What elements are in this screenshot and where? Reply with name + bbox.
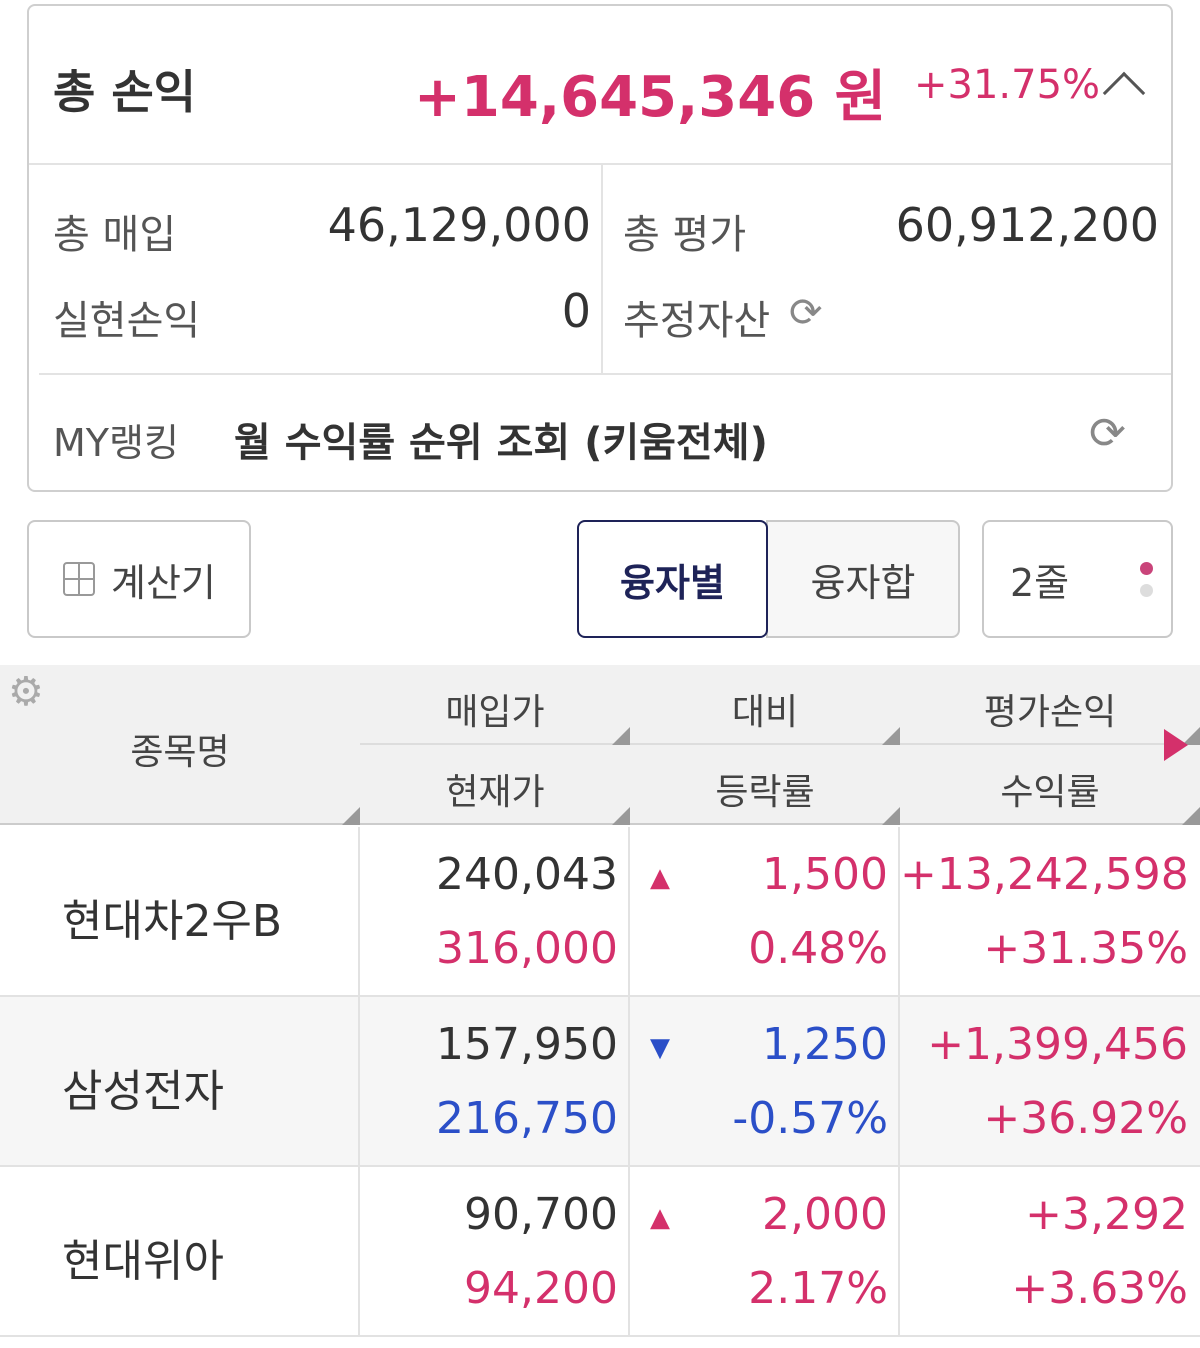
realized-pl-value: 0 (561, 284, 591, 338)
triangle-down-icon: ▼ (650, 1033, 670, 1063)
calculator-label: 계산기 (111, 560, 216, 605)
change: 1,250 (762, 1019, 888, 1070)
return-rate: +3.63% (1011, 1263, 1188, 1314)
eval-pl: +3,292 (1025, 1189, 1188, 1240)
total-eval-value: 60,912,200 (895, 198, 1159, 252)
total-buy-label: 총 매입 (53, 212, 177, 258)
stock-name[interactable]: 현대차2우B (62, 896, 283, 947)
current-price: 216,750 (436, 1093, 618, 1144)
ranking-link[interactable]: 월 수익률 순위 조회 (키움전체) (234, 420, 768, 466)
buy-price: 157,950 (436, 1019, 618, 1070)
table-row[interactable]: 현대위아 90,700 94,200 ▲ 2,000 2.17% +3,292 … (0, 1167, 1200, 1337)
header-return-rate[interactable]: 수익률 (1000, 772, 1100, 813)
calculator-icon (63, 562, 95, 596)
my-ranking-label: MY랭킹 (53, 421, 179, 465)
change-rate: -0.57% (732, 1093, 888, 1144)
current-price: 316,000 (436, 923, 618, 974)
eval-pl: +13,242,598 (900, 849, 1189, 900)
stock-name[interactable]: 현대위아 (62, 1236, 224, 1287)
chevron-up-icon[interactable] (1102, 71, 1146, 115)
stock-name[interactable]: 삼성전자 (62, 1066, 224, 1117)
table-row[interactable]: 삼성전자 157,950 216,750 ▼ 1,250 -0.57% +1,3… (0, 997, 1200, 1167)
triangle-up-icon: ▲ (650, 1203, 670, 1233)
buy-price: 90,700 (464, 1189, 618, 1240)
header-change[interactable]: 대비 (731, 692, 799, 733)
change-rate: 2.17% (748, 1263, 888, 1314)
total-pl-rate: +31.75% (914, 62, 1101, 108)
header-eval-pl[interactable]: 평가손익 (983, 692, 1117, 733)
return-rate: +31.35% (983, 923, 1188, 974)
lines-label: 2줄 (1010, 560, 1070, 605)
calculator-button[interactable]: 계산기 (27, 520, 251, 638)
refresh-icon[interactable]: ⟳ (789, 290, 823, 336)
table-row[interactable]: 현대차2우B 240,043 316,000 ▲ 1,500 0.48% +13… (0, 827, 1200, 997)
total-eval-label: 총 평가 (623, 212, 747, 258)
buy-price: 240,043 (436, 849, 618, 900)
lines-toggle-button[interactable]: 2줄 (982, 520, 1173, 638)
settings-gear-icon[interactable]: ⚙ (8, 669, 44, 715)
change: 1,500 (762, 849, 888, 900)
triangle-up-icon: ▲ (650, 863, 670, 893)
return-rate: +36.92% (983, 1093, 1188, 1144)
table-header: ⚙ 종목명 매입가 대비 평가손익 현재가 등락률 수익률 (0, 665, 1200, 825)
account-summary-card: 총 손익 +14,645,346 원 +31.75% 총 매입 46,129,0… (27, 4, 1173, 492)
dot-inactive-icon (1140, 584, 1153, 597)
change-rate: 0.48% (748, 923, 888, 974)
eval-pl: +1,399,456 (927, 1019, 1188, 1070)
header-name[interactable]: 종목명 (130, 732, 230, 773)
scroll-right-arrow-icon[interactable] (1164, 729, 1188, 761)
current-price: 94,200 (464, 1263, 618, 1314)
total-pl-value: +14,645,346 원 (414, 65, 887, 130)
ranking-refresh-icon[interactable]: ⟳ (1089, 408, 1126, 459)
tab-by-loan[interactable]: 융자별 (577, 520, 768, 638)
header-change-rate[interactable]: 등락률 (715, 772, 815, 813)
realized-pl-label: 실현손익 (53, 298, 201, 344)
change: 2,000 (762, 1189, 888, 1240)
estimated-asset-label: 추정자산 (623, 298, 771, 344)
total-pl-label: 총 손익 (53, 65, 196, 119)
total-buy-value: 46,129,000 (327, 198, 591, 252)
dot-active-icon (1140, 562, 1153, 575)
header-buy-price[interactable]: 매입가 (445, 692, 545, 733)
header-cur-price[interactable]: 현재가 (445, 772, 545, 813)
tab-loan-sum[interactable]: 융자합 (766, 520, 960, 638)
